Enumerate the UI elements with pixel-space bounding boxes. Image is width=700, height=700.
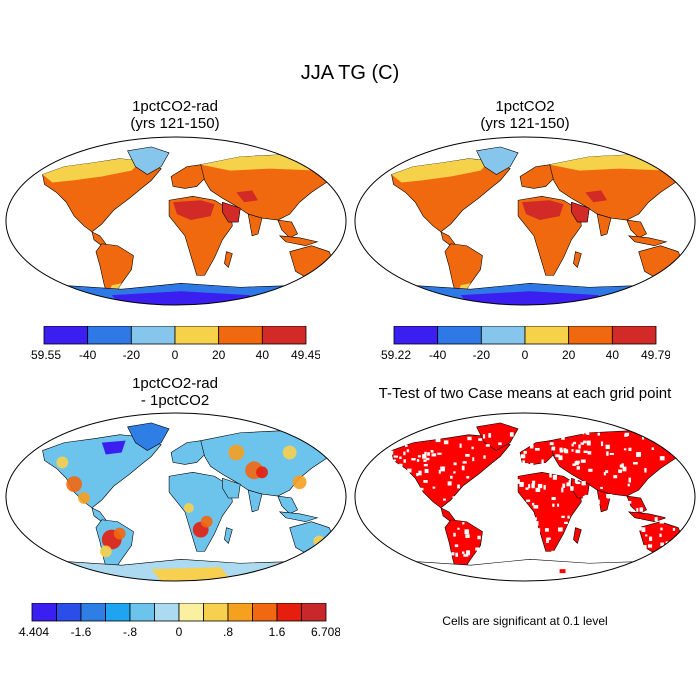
- colorbar-label: -20: [473, 348, 491, 362]
- panel-title-rad: 1pctCO2-rad (yrs 121-150): [130, 98, 220, 132]
- colorbar-swatch: [174, 326, 220, 345]
- colorbar-ctl: -59.22 -40 -20 0 20 40 49.79: [380, 326, 670, 362]
- colorbar-swatch: [154, 603, 180, 622]
- panel-title-ctl: 1pctCO2 (yrs 121-150): [480, 98, 570, 132]
- colorbar-label: 0: [172, 348, 179, 362]
- colorbar-swatch: [261, 326, 307, 345]
- colorbar-label: 40: [256, 348, 270, 362]
- map-ctl: [352, 136, 698, 308]
- colorbar-swatch: [480, 326, 526, 345]
- colorbar-label: -4.404: [18, 625, 49, 639]
- colorbar-label: -.8: [123, 625, 137, 639]
- map-rad: [3, 136, 349, 308]
- colorbar-label: 1.6: [269, 625, 286, 639]
- figure-title: JJA TG (C): [300, 62, 400, 84]
- colorbar-swatch: [130, 326, 176, 345]
- colorbar-swatch: [568, 326, 613, 345]
- colorbar-label: -40: [79, 348, 97, 362]
- colorbar-label: 40: [606, 348, 620, 362]
- colorbar-label: .8: [223, 625, 233, 639]
- colorbar-label: -59.22: [380, 348, 411, 362]
- colorbar-rad: -59.55 -40 -20 0 20 40 49.45: [30, 326, 320, 362]
- colorbar-label: -1.6: [71, 625, 92, 639]
- colorbar-swatch: [524, 326, 570, 345]
- panel-title-ttest: T-Test of two Case means at each grid po…: [378, 385, 672, 402]
- colorbar-label: 0: [176, 625, 183, 639]
- panel-title-diff: 1pctCO2-rad - 1pctCO2: [132, 375, 218, 409]
- colorbar-swatch: [218, 326, 263, 345]
- colorbar-swatch: [56, 603, 82, 622]
- colorbar-swatch: [393, 326, 439, 345]
- map-diff: [3, 412, 349, 584]
- colorbar-swatch: [80, 603, 106, 622]
- colorbar-swatch: [31, 603, 57, 622]
- colorbar-swatch: [227, 603, 253, 622]
- colorbar-swatch: [252, 603, 278, 622]
- colorbar-swatch: [43, 326, 89, 345]
- significance-note: Cells are significant at 0.1 level: [442, 614, 608, 628]
- colorbar-label: -20: [123, 348, 141, 362]
- colorbar-label: 20: [562, 348, 576, 362]
- colorbar-swatch: [301, 603, 327, 622]
- colorbar-label: -40: [429, 348, 447, 362]
- colorbar-label: 20: [212, 348, 226, 362]
- colorbar-label: 49.79: [641, 348, 670, 362]
- colorbar-swatch: [203, 603, 229, 622]
- colorbar-swatch: [105, 603, 131, 622]
- map-ttest: [352, 412, 698, 584]
- colorbar-label: -59.55: [30, 348, 61, 362]
- colorbar-diff: -4.404 -1.6 -.8 0 .8 1.6 6.708: [18, 603, 340, 639]
- colorbar-label: 6.708: [311, 625, 340, 639]
- colorbar-swatch: [611, 326, 657, 345]
- colorbar-swatch: [129, 603, 155, 622]
- colorbar-label: 0: [522, 348, 529, 362]
- colorbar-swatch: [87, 326, 132, 345]
- colorbar-swatch: [178, 603, 204, 622]
- colorbar-swatch: [276, 603, 302, 622]
- colorbar-swatch: [437, 326, 482, 345]
- colorbar-label: 49.45: [291, 348, 320, 362]
